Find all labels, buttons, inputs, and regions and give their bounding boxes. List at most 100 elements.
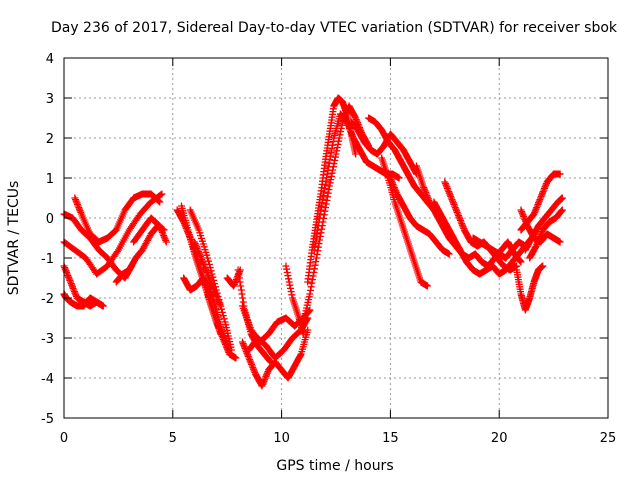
- data-point: [347, 128, 355, 136]
- data-point: [263, 369, 271, 377]
- data-point: [65, 273, 73, 281]
- data-point: [232, 277, 240, 285]
- data-point: [537, 192, 545, 200]
- data-point: [342, 108, 350, 116]
- data-point: [205, 273, 213, 281]
- data-point: [240, 343, 248, 351]
- data-point: [263, 371, 271, 379]
- data-point: [531, 207, 539, 215]
- data-point: [321, 207, 329, 215]
- data-point: [211, 288, 219, 296]
- data-point: [538, 191, 546, 199]
- data-point: [422, 190, 430, 198]
- data-point: [332, 150, 340, 158]
- data-point: [311, 261, 319, 269]
- x-tick-label: 25: [600, 431, 617, 446]
- data-point: [322, 200, 330, 208]
- data-point: [337, 128, 345, 136]
- data-point: [522, 219, 530, 227]
- data-point: [200, 262, 208, 270]
- data-point: [260, 377, 268, 385]
- data-point: [63, 270, 71, 278]
- data-point: [420, 184, 428, 192]
- data-point: [441, 178, 449, 186]
- data-point: [157, 225, 165, 233]
- data-point: [317, 206, 325, 214]
- data-point: [249, 364, 257, 372]
- data-point: [308, 276, 316, 284]
- data-point: [319, 195, 327, 203]
- data-point: [67, 278, 75, 286]
- data-point: [238, 290, 246, 298]
- data-point: [113, 248, 121, 256]
- data-point: [313, 250, 321, 258]
- data-point: [347, 129, 355, 137]
- data-point: [157, 191, 165, 199]
- data-point: [68, 281, 76, 289]
- data-point: [283, 265, 291, 273]
- data-point: [321, 184, 329, 192]
- series-trace-05: [71, 190, 164, 246]
- data-point: [329, 141, 337, 149]
- data-point: [308, 279, 316, 287]
- series-trace-04: [60, 190, 166, 278]
- data-point: [533, 204, 541, 212]
- data-point: [193, 244, 201, 252]
- series-trace-29: [469, 234, 529, 262]
- data-marks: [60, 94, 566, 390]
- data-point: [456, 215, 464, 223]
- data-point: [198, 256, 206, 264]
- data-point: [261, 374, 269, 382]
- data-point: [424, 195, 432, 203]
- data-point: [228, 346, 236, 354]
- data-point: [389, 180, 397, 188]
- data-point: [353, 117, 361, 125]
- data-point: [392, 187, 400, 195]
- data-point: [319, 192, 327, 200]
- data-point: [539, 262, 547, 270]
- data-point: [352, 150, 360, 158]
- y-tick-label: -4: [41, 372, 54, 387]
- data-point: [556, 238, 564, 246]
- data-point: [204, 254, 212, 262]
- data-point: [287, 284, 295, 292]
- data-point: [323, 170, 331, 178]
- data-point: [320, 188, 328, 196]
- data-point: [200, 260, 208, 268]
- series-trace-02: [60, 290, 107, 310]
- data-point: [284, 272, 292, 280]
- data-point: [312, 238, 320, 246]
- data-point: [288, 291, 296, 299]
- data-point: [66, 276, 74, 284]
- data-point: [311, 242, 319, 250]
- data-point: [248, 362, 256, 370]
- data-point: [324, 193, 332, 201]
- data-point: [261, 376, 269, 384]
- x-tick-label: 15: [382, 431, 399, 446]
- data-point: [457, 218, 465, 226]
- data-point: [325, 182, 333, 190]
- data-point: [219, 312, 227, 320]
- series-trace-17: [234, 266, 275, 366]
- data-point: [445, 188, 453, 196]
- data-point: [209, 284, 217, 292]
- data-point: [246, 357, 254, 365]
- data-point: [235, 270, 243, 278]
- data-point: [246, 356, 254, 364]
- data-point: [287, 288, 295, 296]
- data-point: [540, 186, 548, 194]
- data-point: [195, 249, 203, 257]
- data-point: [236, 278, 244, 286]
- data-point: [69, 284, 77, 292]
- data-point: [232, 354, 240, 362]
- data-point: [193, 243, 201, 251]
- data-point: [204, 272, 212, 280]
- data-point: [208, 280, 216, 288]
- series-trace-22: [347, 118, 421, 178]
- data-point: [521, 216, 529, 224]
- data-point: [447, 194, 455, 202]
- data-point: [520, 214, 528, 222]
- data-point: [310, 268, 318, 276]
- data-point: [194, 248, 202, 256]
- data-point: [262, 372, 270, 380]
